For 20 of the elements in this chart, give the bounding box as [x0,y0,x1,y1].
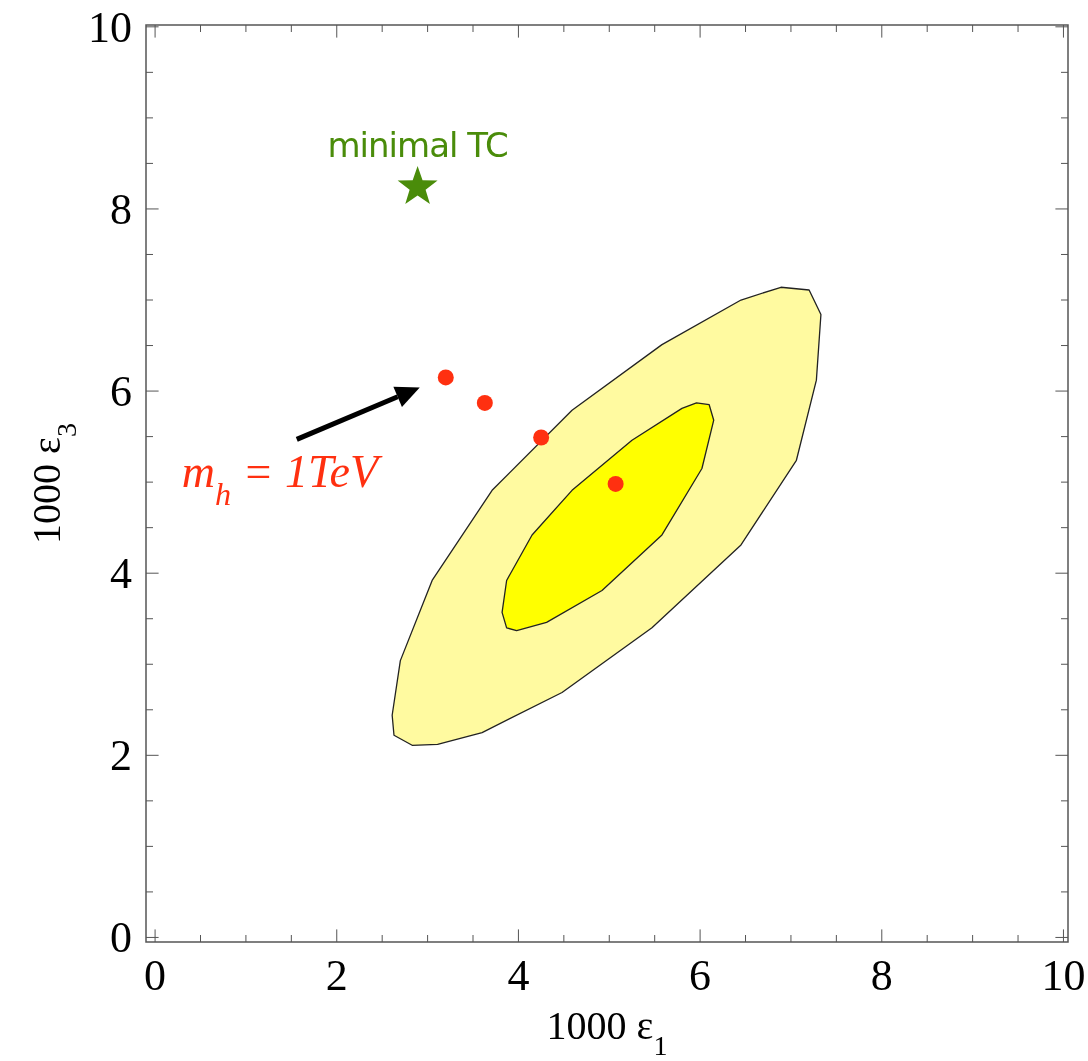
point [437,369,454,386]
x-tick-label: 8 [870,951,893,1000]
series-label: minimal TC [327,125,508,166]
point [476,394,493,411]
y-tick-label: 4 [110,549,132,599]
point [397,166,438,205]
point [607,475,624,492]
annotation: m$_{h}$ = 1TeV [181,446,383,513]
x-tick-label: 10 [1041,951,1086,1000]
x-tick-label: 2 [325,951,348,1000]
y-tick-label: 0 [110,913,132,963]
x-tick-label: 0 [144,951,167,1000]
y-tick-label: 8 [110,184,132,234]
y-tick-label: 10 [88,2,132,52]
point [533,429,550,446]
x-tick-label: 4 [507,951,530,1000]
x-axis-title: 1000 ε$_{1}$ [546,1003,668,1061]
x-tick-label: 6 [689,951,712,1000]
y-tick-label: 6 [110,367,132,417]
y-tick-label: 2 [110,731,132,781]
